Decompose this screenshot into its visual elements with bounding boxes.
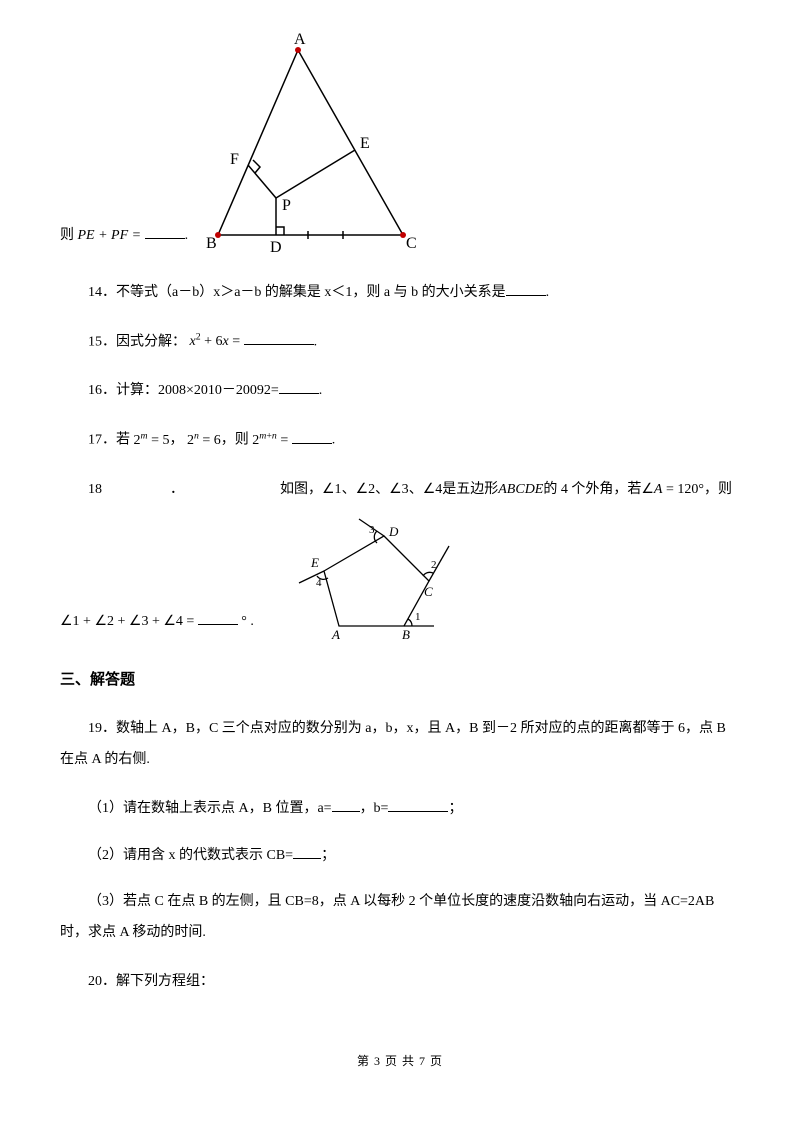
q19-p2end: ； — [321, 848, 335, 863]
q19-blank-b — [388, 797, 448, 812]
p-label-B: B — [402, 627, 410, 641]
q14-number: 14． — [88, 285, 116, 300]
q20-text: 解下列方程组： — [116, 974, 214, 989]
question-17: 17．若 2m = 5， 2n = 6，则 2m+n = . — [60, 425, 740, 456]
q17-blank — [292, 429, 332, 444]
label-ze: 则 — [60, 228, 74, 243]
q17-c2: ，则 — [221, 433, 249, 448]
q18-s3: 、 — [409, 475, 423, 506]
question-19-p2: （2）请用含 x 的代数式表示 CB= ； — [60, 841, 740, 872]
q17-number: 17． — [88, 433, 116, 448]
q14-blank — [506, 281, 546, 296]
q16-end: . — [319, 383, 323, 398]
blank-pepf — [145, 224, 185, 239]
q14-text: 不等式（a－b）x＞a－b 的解集是 x＜1，则 a 与 b 的大小关系是 — [116, 285, 506, 300]
q18-dot: ． — [170, 475, 280, 506]
q19-p1b: ，b= — [360, 801, 389, 816]
question-14: 14．不等式（a－b）x＞a－b 的解集是 x＜1，则 a 与 b 的大小关系是… — [60, 278, 740, 309]
label-C: C — [406, 235, 417, 252]
question-16: 16．计算：2008×2010－20092=. — [60, 376, 740, 407]
label-B: B — [206, 235, 217, 252]
label-E: E — [360, 135, 370, 152]
p-n1: 1 — [415, 611, 421, 623]
q20-number: 20． — [88, 974, 116, 989]
q18-a1: ∠1 — [322, 475, 342, 506]
q19-p2a: （2）请用含 x 的代数式表示 CB= — [88, 848, 293, 863]
label-D: D — [270, 239, 282, 256]
q16-number: 16． — [88, 383, 116, 398]
p-label-D: D — [388, 524, 399, 539]
q14-end: . — [546, 285, 550, 300]
q18-text-a: 如图， — [280, 475, 322, 506]
q18-text-d: ，则 — [704, 475, 732, 506]
q18-deg: ° — [241, 614, 247, 629]
prefix-ze: 则 PE + PF = . — [60, 221, 188, 260]
question-20: 20．解下列方程组： — [60, 967, 740, 998]
q17-a: 若 — [116, 433, 130, 448]
p-n2: 2 — [431, 559, 437, 571]
p-label-E: E — [310, 555, 319, 570]
q15-end: . — [314, 334, 318, 349]
q18-s1: 、 — [342, 475, 356, 506]
q19-number: 19． — [88, 721, 116, 736]
formula-pepf: PE + PF = — [78, 228, 142, 243]
q18-s2: 、 — [375, 475, 389, 506]
q15-number: 15． — [88, 334, 116, 349]
q18-sum: ∠1 + ∠2 + ∠3 + ∠4 = — [60, 614, 194, 629]
q18-period: . — [250, 614, 254, 629]
q18-number: 18 — [60, 475, 170, 506]
p-label-A: A — [331, 627, 340, 641]
page-footer: 第 3 页 共 7 页 — [60, 1048, 740, 1074]
q19-blank-a — [332, 797, 360, 812]
q17-c1: ， — [169, 433, 183, 448]
question-18-line1: 18 ． 如图， ∠1、 ∠2、 ∠3、 ∠4 是五边形 ABCDE 的 4 个… — [60, 475, 740, 506]
q16-blank — [279, 379, 319, 394]
q18-a4: ∠4 — [423, 475, 443, 506]
q15-blank — [244, 330, 314, 345]
triangle-figure: A B C D E F P — [188, 30, 428, 260]
p-n3: 3 — [369, 524, 375, 536]
figure-triangle-row: 则 PE + PF = . — [60, 30, 740, 260]
label-P: P — [282, 197, 291, 214]
label-F: F — [230, 151, 239, 168]
q18-poly: ABCDE — [498, 475, 543, 506]
q19-p3: （3）若点 C 在点 B 的左侧，且 CB=8，点 A 以每秒 2 个单位长度的… — [60, 894, 714, 940]
question-19: 19．数轴上 A，B，C 三个点对应的数分别为 a，b，x，且 A，B 到－2 … — [60, 714, 740, 776]
p-label-C: C — [424, 584, 433, 599]
q19-text: 数轴上 A，B，C 三个点对应的数分别为 a，b，x，且 A，B 到－2 所对应… — [60, 721, 726, 767]
q18-blank — [198, 610, 238, 625]
question-19-p1: （1）请在数轴上表示点 A，B 位置，a= ，b= ； — [60, 794, 740, 825]
q18-a3: ∠3 — [389, 475, 409, 506]
q19-p1end: ； — [448, 801, 462, 816]
p-n4: 4 — [316, 577, 322, 589]
label-A: A — [294, 31, 306, 48]
q15-text: 因式分解： — [116, 334, 186, 349]
q18-text-b: 是五边形 — [442, 475, 498, 506]
question-18-line2: ∠1 + ∠2 + ∠3 + ∠4 = ° . A — [60, 511, 740, 641]
pentagon-figure: A B C D E 1 2 3 4 — [284, 511, 474, 641]
q19-blank-cb — [293, 844, 321, 859]
question-19-p3: （3）若点 C 在点 B 的左侧，且 CB=8，点 A 以每秒 2 个单位长度的… — [60, 887, 740, 949]
q17-end: . — [332, 433, 336, 448]
section-3-title: 三、解答题 — [60, 663, 740, 696]
q18-a2: ∠2 — [356, 475, 376, 506]
question-15: 15．因式分解： x2 + 6x = . — [60, 327, 740, 358]
q18-text-c: 的 4 个外角，若 — [543, 475, 641, 506]
q16-text: 计算：2008×2010－20092= — [116, 383, 279, 398]
q19-p1a: （1）请在数轴上表示点 A，B 位置，a= — [88, 801, 332, 816]
